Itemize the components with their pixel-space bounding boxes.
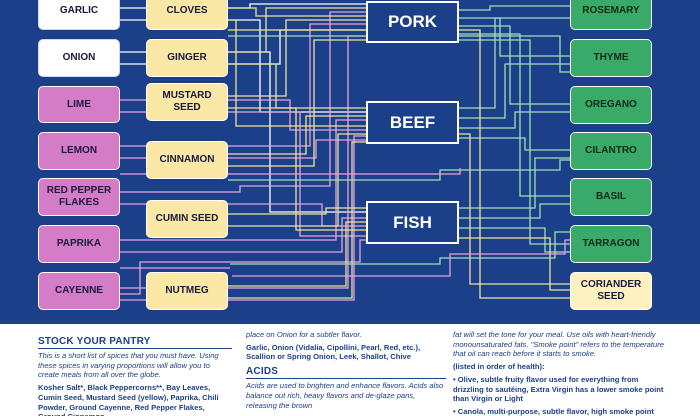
connector-line: [228, 115, 366, 155]
acids-heading: ACIDS: [246, 366, 446, 380]
ingredient-cumin-seed: CUMIN SEED: [146, 200, 228, 238]
connector-line: [228, 7, 366, 17]
meat-fish: FISH: [366, 201, 459, 244]
ingredient-nutmeg: NUTMEG: [146, 272, 228, 310]
connector-line: [459, 137, 570, 151]
stock-pantry-column: STOCK YOUR PANTRY This is a short list o…: [38, 332, 232, 416]
connector-line: [120, 135, 366, 301]
ingredient-basil: BASIL: [570, 178, 652, 216]
connector-line: [228, 19, 366, 127]
ingredient-cayenne: CAYENNE: [38, 272, 120, 310]
ingredient-ginger: GINGER: [146, 39, 228, 77]
connector-line: [120, 168, 461, 175]
ingredient-thyme: THYME: [570, 39, 652, 77]
ingredient-garlic: GARLIC: [38, 0, 120, 30]
connector-line: [459, 39, 570, 245]
ingredient-cilantro: CILANTRO: [570, 132, 652, 170]
connector-line: [459, 5, 570, 11]
meat-beef: BEEF: [366, 101, 459, 144]
ingredient-cloves: CLOVES: [146, 0, 228, 30]
connector-line: [232, 239, 570, 277]
stock-pantry-intro: This is a short list of spices that you …: [38, 351, 219, 380]
connector-line: [228, 207, 366, 215]
connector-line: [459, 17, 570, 109]
stock-pantry-heading: STOCK YOUR PANTRY: [38, 336, 232, 349]
ingredient-onion: ONION: [38, 39, 120, 77]
ingredient-rosemary: ROSEMARY: [570, 0, 652, 30]
ingredient-cinnamon: CINNAMON: [146, 141, 228, 179]
fats-column: fat will set the tone for your meal. Use…: [453, 330, 671, 416]
connector-line: [459, 157, 570, 209]
ingredient-paprika: PAPRIKA: [38, 225, 120, 263]
ingredient-lemon: LEMON: [38, 132, 120, 170]
connector-line: [120, 11, 366, 193]
connector-line: [120, 239, 366, 295]
connector-line: [459, 133, 570, 285]
connector-line: [459, 17, 570, 57]
connector-line: [459, 25, 570, 105]
aromatics-acids-column: place on Onion for a subtler flavor. Gar…: [246, 330, 446, 413]
aromatics-list: Garlic, Onion (Vidalia, Cipollini, Pearl…: [246, 342, 421, 362]
ingredient-tarragon: TARRAGON: [570, 225, 652, 263]
connector-line: [228, 39, 366, 167]
fats-item-canola: • Canola, multi-purpose, subtle flavor, …: [453, 407, 654, 416]
connector-line: [459, 203, 570, 219]
ingredient-lime: LIME: [38, 86, 120, 123]
ingredient-oregano: OREGANO: [570, 86, 652, 124]
ingredient-mustard-seed: MUSTARD SEED: [146, 83, 228, 121]
connector-line: [459, 33, 570, 197]
connector-line: [459, 63, 570, 119]
connector-line: [459, 29, 570, 299]
flavor-pairing-diagram: GARLIC ONION LIME LEMON RED PEPPER FLAKE…: [0, 0, 700, 324]
connector-line: [459, 111, 570, 129]
connector-line: [228, 159, 570, 181]
connector-line: [228, 141, 366, 299]
connector-line: [228, 107, 366, 231]
fats-list-note: (listed in order of health):: [453, 362, 545, 372]
aromatics-text: place on Onion for a subtler flavor.: [246, 330, 362, 339]
connector-line: [230, 231, 570, 265]
meat-pork: PORK: [366, 1, 459, 43]
connector-line: [459, 227, 570, 253]
ingredient-red-pepper-flakes: RED PEPPER FLAKES: [38, 178, 120, 216]
connector-line: [228, 63, 366, 109]
stock-pantry-list: Kosher Salt*, Black Peppercorns**, Bay L…: [38, 383, 219, 416]
pantry-info-section: STOCK YOUR PANTRY This is a short list o…: [0, 324, 700, 416]
ingredient-coriander-seed: CORIANDER SEED: [570, 272, 652, 310]
connector-line: [228, 221, 366, 287]
fats-item-olive: • Olive, subtle fruity flavor used for e…: [453, 374, 664, 404]
acids-text: Acids are used to brighten and enhance f…: [246, 381, 444, 410]
fats-text: fat will set the tone for your meal. Use…: [453, 330, 664, 359]
connector-line: [459, 237, 570, 291]
connector-line: [228, 19, 366, 97]
